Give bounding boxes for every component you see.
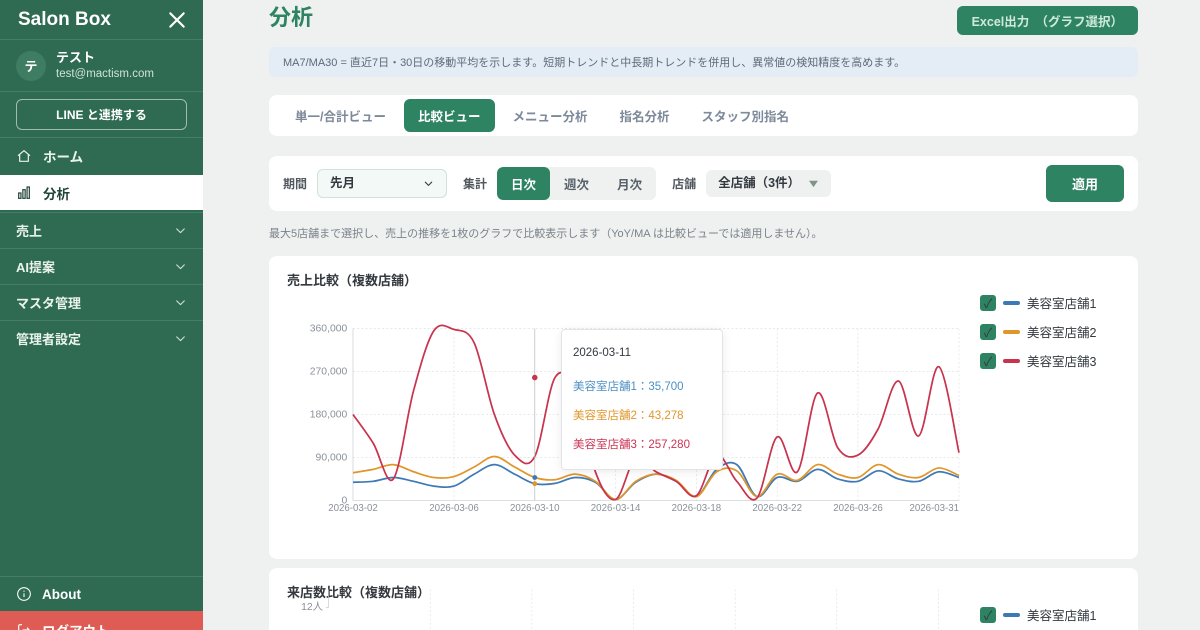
svg-text:2026-03-10: 2026-03-10 xyxy=(510,503,560,514)
svg-text:2026-03-31: 2026-03-31 xyxy=(909,503,959,514)
svg-text:2026-03-26: 2026-03-26 xyxy=(833,503,883,514)
svg-text:2026-03-22: 2026-03-22 xyxy=(752,503,802,514)
svg-text:180,000: 180,000 xyxy=(310,410,348,421)
svg-text:270,000: 270,000 xyxy=(310,367,348,378)
svg-text:12人: 12人 xyxy=(301,601,324,613)
svg-text:2026-03-14: 2026-03-14 xyxy=(591,503,641,514)
svg-text:2026-03-18: 2026-03-18 xyxy=(672,503,722,514)
svg-text:2026-03-06: 2026-03-06 xyxy=(429,503,479,514)
svg-text:90,000: 90,000 xyxy=(316,453,348,464)
svg-text:2026-03-02: 2026-03-02 xyxy=(328,503,378,514)
svg-text:360,000: 360,000 xyxy=(310,324,348,335)
